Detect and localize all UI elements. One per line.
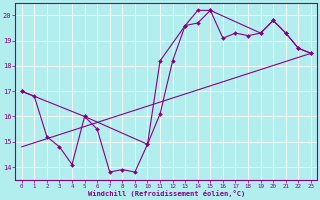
X-axis label: Windchill (Refroidissement éolien,°C): Windchill (Refroidissement éolien,°C) [88,190,245,197]
